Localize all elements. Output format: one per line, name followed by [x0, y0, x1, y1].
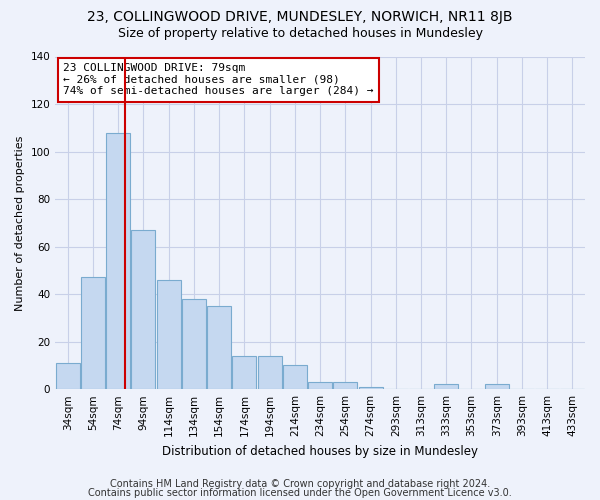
Text: Contains public sector information licensed under the Open Government Licence v3: Contains public sector information licen…: [88, 488, 512, 498]
Y-axis label: Number of detached properties: Number of detached properties: [15, 135, 25, 310]
Bar: [81, 278, 105, 389]
Bar: [334, 382, 357, 389]
Bar: [257, 356, 281, 389]
Text: 23 COLLINGWOOD DRIVE: 79sqm
← 26% of detached houses are smaller (98)
74% of sem: 23 COLLINGWOOD DRIVE: 79sqm ← 26% of det…: [63, 63, 374, 96]
X-axis label: Distribution of detached houses by size in Mundesley: Distribution of detached houses by size …: [162, 444, 478, 458]
Bar: [308, 382, 332, 389]
Bar: [56, 363, 80, 389]
Bar: [131, 230, 155, 389]
Bar: [157, 280, 181, 389]
Bar: [182, 299, 206, 389]
Text: 23, COLLINGWOOD DRIVE, MUNDESLEY, NORWICH, NR11 8JB: 23, COLLINGWOOD DRIVE, MUNDESLEY, NORWIC…: [87, 10, 513, 24]
Bar: [485, 384, 509, 389]
Bar: [434, 384, 458, 389]
Bar: [232, 356, 256, 389]
Bar: [106, 132, 130, 389]
Text: Size of property relative to detached houses in Mundesley: Size of property relative to detached ho…: [118, 28, 482, 40]
Bar: [359, 387, 383, 389]
Text: Contains HM Land Registry data © Crown copyright and database right 2024.: Contains HM Land Registry data © Crown c…: [110, 479, 490, 489]
Bar: [283, 366, 307, 389]
Bar: [207, 306, 231, 389]
